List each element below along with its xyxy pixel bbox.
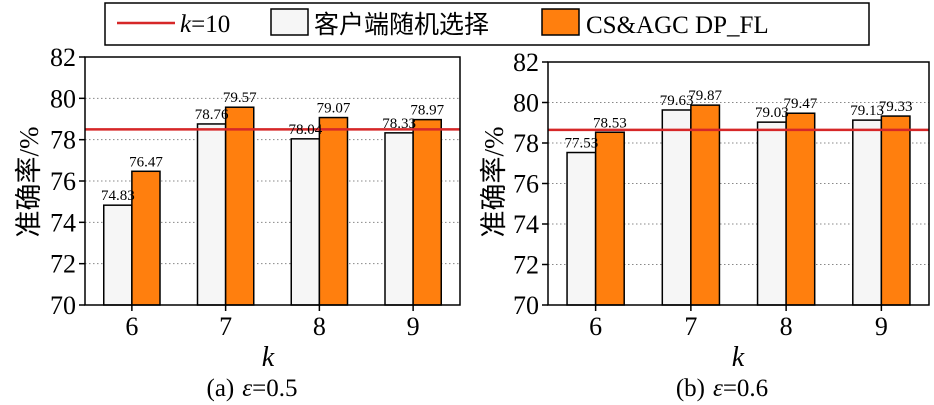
- panel-b-data-label-proposed-8: 79.47: [784, 96, 818, 112]
- panel-b-caption-prefix: (b): [676, 375, 705, 402]
- panel-b-bar-proposed-7: [690, 104, 721, 306]
- panel-b-bar-proposed-9: [880, 115, 911, 306]
- panel-b-caption-eps: ε: [713, 375, 723, 402]
- panel-a-ytick-label: 82: [50, 43, 76, 72]
- legend-random-swatch: [270, 8, 309, 36]
- panel-a-bar-proposed-7: [224, 106, 255, 306]
- panel-b-data-label-proposed-9: 79.33: [879, 99, 913, 115]
- legend-baseline-k: k: [180, 11, 192, 38]
- legend-baseline-eq: =10: [191, 11, 230, 38]
- panel-b-bar-random-9: [852, 119, 883, 306]
- panel-b-ytick-label: 72: [513, 251, 539, 280]
- panel-a-xlabel: k: [262, 342, 275, 373]
- panel-b-data-label-random-9: 79.13: [850, 103, 884, 119]
- panel-b-caption-value: =0.6: [723, 375, 768, 402]
- panel-b-data-label-proposed-7: 79.87: [688, 88, 722, 104]
- panel-a-bar-proposed-6: [131, 170, 161, 306]
- panel-a-bar-proposed-8: [318, 116, 349, 306]
- panel-a-bars: [103, 106, 442, 306]
- panel-b-ytick-label: 78: [513, 129, 539, 158]
- panel-a-bar-random-7: [196, 123, 227, 306]
- panel-a-data-label-proposed-9: 78.97: [410, 103, 444, 119]
- panel-a-data-label-random-8: 78.04: [288, 122, 322, 138]
- panel-b-data-label-proposed-6: 78.53: [593, 115, 627, 131]
- panel-a-xtick-label: 8: [313, 312, 326, 341]
- panel-b-bar-proposed-8: [785, 112, 816, 306]
- panel-a-data-label-random-6: 74.83: [101, 188, 135, 204]
- panel-b-xtick-label: 9: [875, 312, 888, 341]
- panel-a-ytick-label: 72: [50, 250, 76, 279]
- panel-b-bar-random-8: [756, 121, 787, 306]
- panel-a-ytick-label: 74: [50, 208, 76, 237]
- panel-b-ytick-label: 70: [513, 291, 539, 320]
- panel-a-ylabel: 准确率/%: [14, 127, 44, 238]
- panel-b-ytick-label: 74: [513, 210, 539, 239]
- panel-a-ytick-label: 78: [50, 126, 76, 155]
- panel-b-data-label-random-7: 79.63: [660, 93, 694, 109]
- panel-a-bar-random-8: [290, 138, 321, 306]
- panel-a-caption-prefix: (a): [207, 375, 235, 402]
- panel-a-caption-eps: ε: [242, 375, 252, 402]
- legend-random-label: 客户端随机选择: [314, 11, 489, 39]
- panel-b-ytick-label: 76: [513, 170, 539, 199]
- panel-b-data-label-random-6: 77.53: [564, 136, 598, 152]
- panel-a-data-label-random-9: 78.33: [382, 116, 416, 132]
- panel-b-ytick-label: 80: [513, 89, 539, 118]
- panel-a-caption-value: =0.5: [252, 375, 297, 402]
- panel-a-caption: (a) ε=0.5: [207, 375, 298, 402]
- panel-a-bar-random-9: [384, 132, 414, 306]
- panel-b-bar-random-7: [661, 109, 692, 306]
- panel-a-bar-proposed-9: [412, 118, 442, 306]
- panel-a-ytick-label: 76: [50, 167, 76, 196]
- panel-b-bar-proposed-6: [594, 131, 625, 306]
- panel-b-bars: [566, 104, 911, 306]
- panel-a-ytick-label: 70: [50, 291, 76, 320]
- legend-frame: [104, 2, 870, 46]
- panel-b-xtick-label: 8: [780, 312, 793, 341]
- panel-b-ytick-label: 82: [513, 48, 539, 77]
- panel-b-bar-random-6: [566, 151, 597, 306]
- panel-b-caption: (b) ε=0.6: [676, 375, 768, 402]
- panel-a-data-label-proposed-6: 76.47: [129, 154, 163, 170]
- panel-b-xtick-label: 7: [684, 312, 697, 341]
- legend-baseline-label: k=10: [180, 11, 230, 38]
- panel-b-xlabel: k: [732, 342, 745, 373]
- legend-proposed-label: CS&AGC DP_FL: [586, 12, 769, 39]
- panel-a-data-label-proposed-7: 79.57: [223, 90, 257, 106]
- panel-a-xtick-label: 7: [219, 312, 232, 341]
- panel-a-xtick-label: 9: [407, 312, 420, 341]
- panel-a-bar-random-6: [103, 204, 133, 306]
- panel-a-xtick-label: 6: [125, 312, 138, 341]
- legend-proposed-swatch: [541, 8, 580, 36]
- panel-a-ytick-label: 80: [50, 84, 76, 113]
- panel-a-data-label-random-7: 78.76: [195, 107, 229, 123]
- panel-a-data-label-proposed-8: 79.07: [317, 101, 351, 117]
- panel-b-data-label-random-8: 79.03: [755, 105, 789, 121]
- panel-b-xtick-label: 6: [589, 312, 602, 341]
- panel-b-ylabel: 准确率/%: [479, 127, 509, 238]
- legend: k=10 客户端随机选择 CS&AGC DP_FL: [104, 2, 870, 46]
